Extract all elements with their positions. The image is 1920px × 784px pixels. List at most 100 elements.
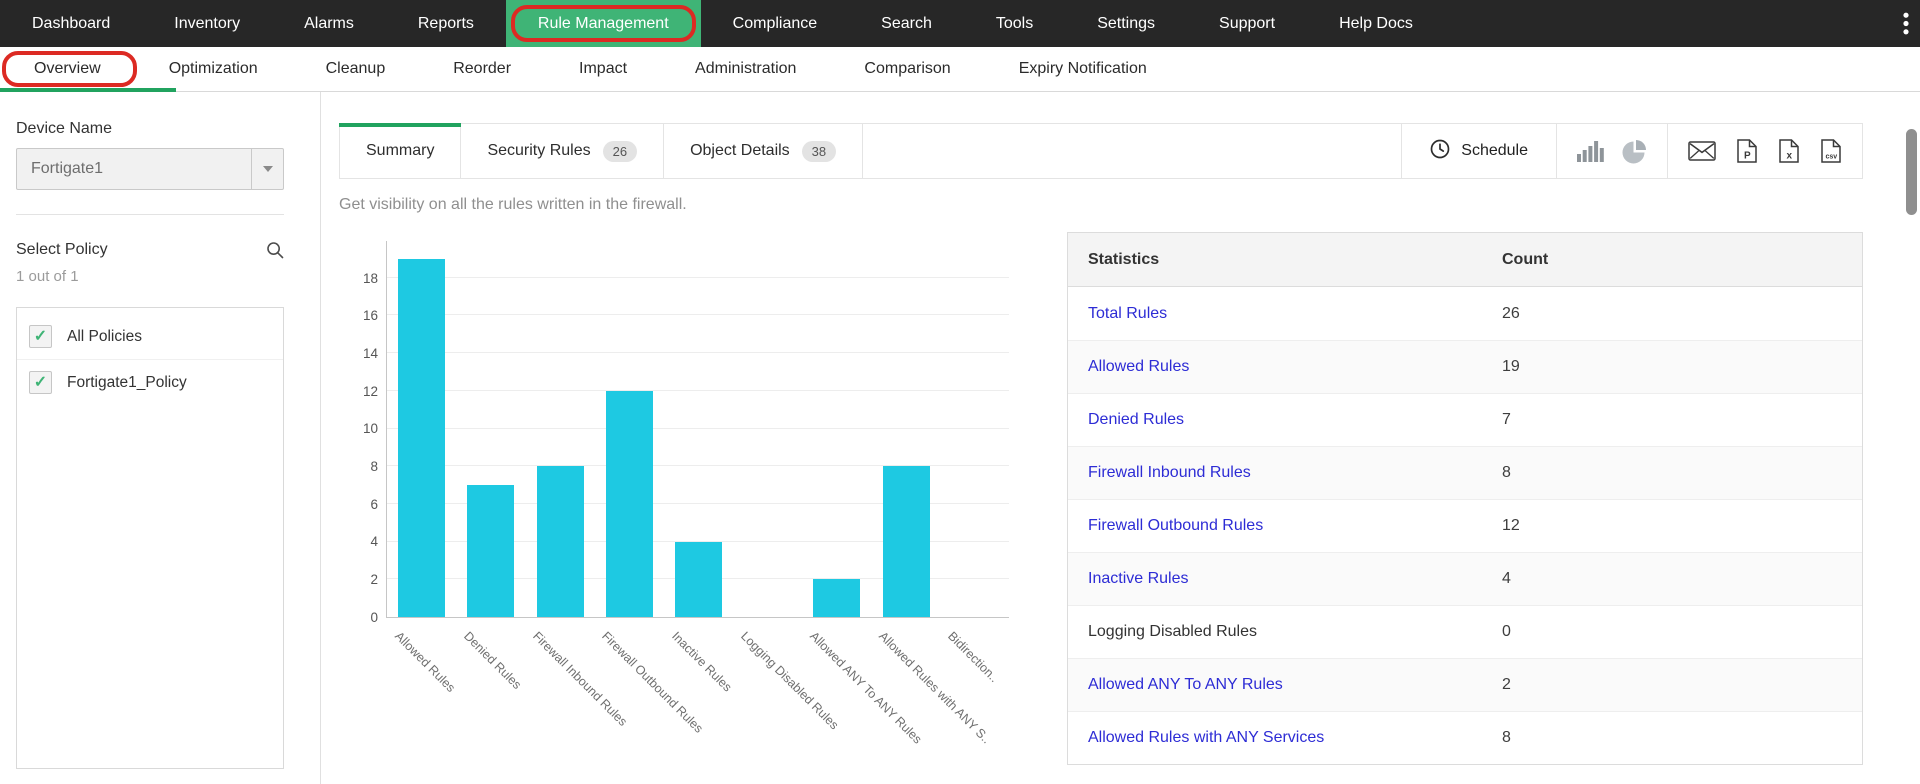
- mail-icon[interactable]: [1688, 141, 1716, 161]
- stat-link-firewall-outbound-rules[interactable]: Firewall Outbound Rules: [1088, 517, 1264, 534]
- page-description: Get visibility on all the rules written …: [339, 196, 687, 213]
- chart-view-toggle-group: [1556, 124, 1667, 178]
- nav-item-alarms[interactable]: Alarms: [272, 0, 386, 47]
- sub-nav-item-label: Impact: [579, 60, 628, 77]
- nav-item-inventory[interactable]: Inventory: [142, 0, 272, 47]
- table-row: Allowed ANY To ANY Rules 2: [1068, 658, 1862, 711]
- nav-item-label: Reports: [417, 14, 474, 32]
- table-row: Inactive Rules 4: [1068, 552, 1862, 605]
- clock-icon: [1430, 139, 1450, 164]
- nav-item-help-docs[interactable]: Help Docs: [1307, 0, 1445, 47]
- checkbox-all-policies[interactable]: ✓: [29, 325, 52, 348]
- sub-nav-item-administration[interactable]: Administration: [661, 47, 830, 91]
- chart-bar-allowed-any-to-any-rules: [813, 579, 861, 617]
- report-tabs: Summary Security Rules 26 Object Details 38: [339, 123, 864, 178]
- schedule-button[interactable]: Schedule: [1401, 124, 1556, 178]
- stat-count: 8: [1502, 464, 1511, 481]
- stat-link-firewall-inbound-rules[interactable]: Firewall Inbound Rules: [1088, 464, 1251, 481]
- nav-item-compliance[interactable]: Compliance: [701, 0, 849, 47]
- bar-chart-icon[interactable]: [1577, 140, 1604, 162]
- sub-nav-item-comparison[interactable]: Comparison: [830, 47, 984, 91]
- nav-item-label: Support: [1219, 14, 1276, 32]
- sub-nav-item-label: Reorder: [453, 60, 512, 77]
- search-icon[interactable]: [266, 241, 284, 259]
- nav-item-rule-management[interactable]: Rule Management: [505, 0, 701, 47]
- tab-label: Security Rules: [487, 142, 591, 159]
- sub-nav-item-label: Comparison: [864, 60, 951, 77]
- sub-nav-item-optimization[interactable]: Optimization: [135, 47, 292, 91]
- sub-nav-item-label: Overview: [34, 60, 101, 77]
- policy-item-label: Fortigate1_Policy: [67, 373, 187, 391]
- sub-nav-item-reorder[interactable]: Reorder: [419, 47, 545, 91]
- y-tick-label: 14: [362, 345, 378, 361]
- gridline: [387, 427, 1009, 429]
- pie-chart-icon[interactable]: [1622, 139, 1647, 164]
- chart-bar-firewall-inbound-rules: [536, 466, 584, 617]
- y-tick-label: 8: [370, 459, 378, 475]
- scrollbar-thumb[interactable]: [1906, 129, 1917, 215]
- sub-nav-item-label: Cleanup: [325, 60, 386, 77]
- policy-item-all-policies[interactable]: ✓ All Policies: [17, 314, 283, 359]
- stat-count: 7: [1502, 411, 1511, 428]
- nav-item-settings[interactable]: Settings: [1065, 0, 1187, 47]
- device-select[interactable]: Fortigate1: [16, 148, 284, 190]
- x-axis-label: Inactive Rules: [668, 629, 735, 695]
- tab-label: Summary: [366, 142, 435, 159]
- stat-link-allowed-rules-with-any-services[interactable]: Allowed Rules with ANY Services: [1088, 729, 1325, 746]
- nav-item-label: Rule Management: [537, 14, 669, 32]
- policy-list: ✓ All Policies ✓ Fortigate1_Policy: [16, 307, 284, 769]
- gridline: [387, 540, 1009, 542]
- select-policy-header: Select Policy: [16, 241, 284, 259]
- stat-link-allowed-rules[interactable]: Allowed Rules: [1088, 358, 1190, 375]
- tab-summary[interactable]: Summary: [339, 123, 462, 178]
- nav-item-dashboard[interactable]: Dashboard: [0, 0, 142, 47]
- pdf-export-icon[interactable]: P: [1736, 139, 1758, 163]
- col-header-statistics: Statistics: [1088, 250, 1160, 268]
- nav-item-label: Tools: [995, 14, 1034, 32]
- statistics-table: Statistics Count Total Rules 26 Allowed Ru…: [1067, 232, 1863, 765]
- y-tick-label: 10: [362, 421, 378, 437]
- kebab-menu[interactable]: [1892, 0, 1920, 47]
- main-panel: Summary Security Rules 26 Object Details 38 …: [321, 92, 1920, 784]
- checkbox-fortigate1-policy[interactable]: ✓: [29, 371, 52, 394]
- policy-item-label: All Policies: [67, 327, 142, 345]
- tab-label: Object Details: [690, 142, 790, 159]
- stat-count: 0: [1502, 623, 1511, 640]
- stat-link-logging-disabled-rules: Logging Disabled Rules: [1088, 623, 1257, 640]
- tab-security-rules[interactable]: Security Rules 26: [461, 124, 665, 178]
- sub-nav-item-cleanup[interactable]: Cleanup: [292, 47, 420, 91]
- stat-link-allowed-any-to-any-rules[interactable]: Allowed ANY To ANY Rules: [1088, 676, 1283, 693]
- stat-link-total-rules[interactable]: Total Rules: [1088, 304, 1168, 322]
- policy-item-fortigate1-policy[interactable]: ✓ Fortigate1_Policy: [17, 359, 283, 405]
- sub-nav-item-overview[interactable]: Overview: [0, 47, 176, 92]
- stat-link-inactive-rules[interactable]: Inactive Rules: [1088, 570, 1189, 587]
- table-header-row: Statistics Count: [1068, 233, 1862, 287]
- tab-object-details[interactable]: Object Details 38: [664, 124, 864, 178]
- tab-count-badge: 26: [602, 140, 638, 162]
- csv-export-icon[interactable]: csv: [1820, 139, 1842, 163]
- content-area: Device Name Fortigate1 Select Policy 1 o…: [0, 92, 1920, 784]
- col-header-count: Count: [1502, 250, 1549, 268]
- chart-bar-denied-rules: [467, 485, 515, 617]
- gridline: [387, 502, 1009, 504]
- stat-count: 8: [1502, 729, 1511, 746]
- schedule-label: Schedule: [1461, 142, 1528, 159]
- nav-item-reports[interactable]: Reports: [386, 0, 506, 47]
- y-tick-label: 2: [370, 572, 378, 588]
- stat-link-denied-rules[interactable]: Denied Rules: [1088, 411, 1185, 428]
- nav-item-label: Compliance: [732, 14, 818, 32]
- nav-item-tools[interactable]: Tools: [964, 0, 1065, 47]
- table-body: Total Rules 26 Allowed Rules 19 Denied Rules…: [1068, 287, 1862, 764]
- nav-item-support[interactable]: Support: [1187, 0, 1307, 47]
- table-row: Firewall Inbound Rules 8: [1068, 446, 1862, 499]
- chart-bar-firewall-outbound-rules: [605, 391, 653, 617]
- excel-export-icon[interactable]: x: [1778, 139, 1800, 163]
- y-tick-label: 4: [370, 534, 378, 550]
- sub-nav-item-impact[interactable]: Impact: [545, 47, 661, 91]
- nav-item-label: Search: [881, 14, 932, 32]
- stat-count: 19: [1502, 358, 1520, 375]
- sub-nav-item-expiry-notification[interactable]: Expiry Notification: [985, 47, 1181, 91]
- nav-item-search[interactable]: Search: [849, 0, 964, 47]
- table-row: Denied Rules 7: [1068, 393, 1862, 446]
